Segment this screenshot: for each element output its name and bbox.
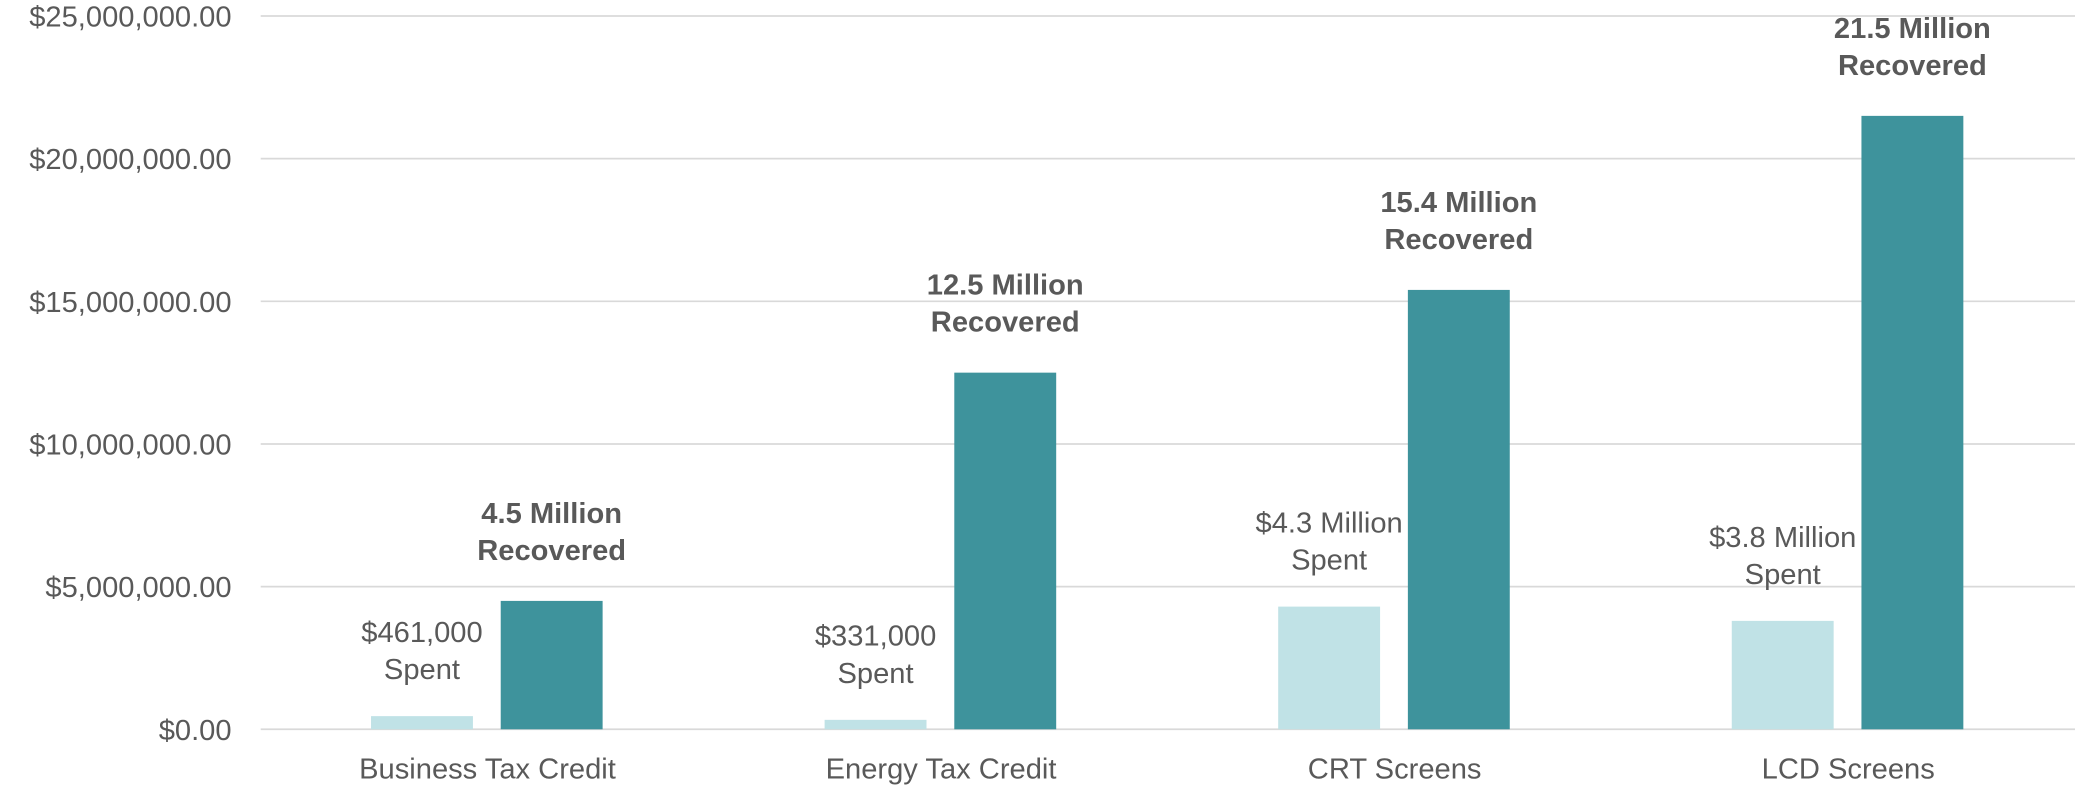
data-label: 21.5 Million Recovered (1834, 13, 1991, 82)
y-tick-label: $20,000,000.00 (29, 144, 231, 176)
x-tick-label: CRT Screens (1308, 753, 1482, 785)
data-label: $461,000 Spent (361, 617, 482, 686)
bar (1278, 606, 1381, 730)
x-tick-label: Energy Tax Credit (826, 753, 1057, 785)
y-tick-label: $25,000,000.00 (29, 2, 231, 34)
bar (500, 600, 603, 730)
data-label: 15.4 Million Recovered (1380, 187, 1537, 256)
y-tick-label: $15,000,000.00 (29, 287, 231, 319)
x-tick-label: Business Tax Credit (359, 753, 616, 785)
bar (1731, 620, 1834, 730)
y-tick-label: $10,000,000.00 (29, 430, 231, 462)
y-tick-label: $5,000,000.00 (45, 572, 231, 604)
y-tick-label: $0.00 (159, 715, 232, 747)
data-label: $331,000 Spent (815, 621, 936, 690)
data-label: $4.3 Million Spent (1256, 507, 1403, 576)
bar (1407, 289, 1510, 730)
x-tick-label: LCD Screens (1762, 753, 1935, 785)
bar (954, 372, 1057, 730)
data-label: $3.8 Million Spent (1709, 522, 1856, 591)
bar (1861, 115, 1964, 730)
bar (371, 716, 473, 730)
data-label: 12.5 Million Recovered (927, 270, 1084, 339)
data-label: 4.5 Million Recovered (477, 498, 626, 567)
bar (824, 719, 927, 730)
